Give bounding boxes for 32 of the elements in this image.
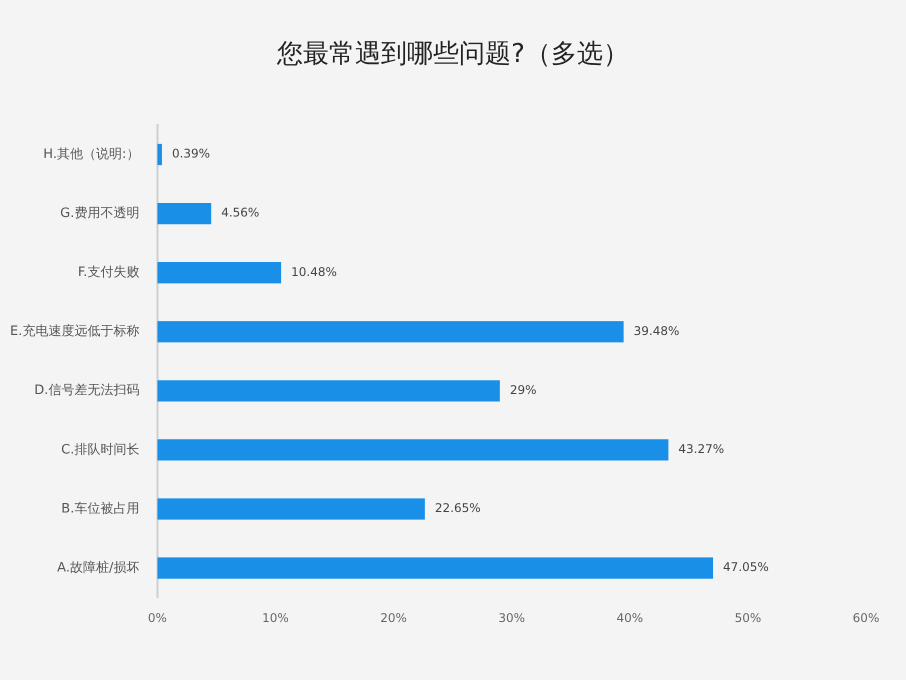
y-tick-label: G.费用不透明: [60, 206, 140, 221]
bar: [157, 202, 212, 224]
y-tick-label: E.充电速度远低于标称: [10, 323, 140, 340]
bar: [157, 498, 425, 520]
y-tick-label: B.车位被占用: [61, 501, 140, 516]
y-tick-label: F.支付失败: [78, 265, 140, 280]
data-label: 22.65%: [434, 501, 481, 516]
data-label: 47.05%: [723, 560, 769, 574]
y-tick-label: H.其他（说明:）: [43, 146, 140, 162]
bar: [157, 439, 668, 461]
bar: [157, 321, 624, 342]
data-label: 4.56%: [221, 206, 260, 220]
x-tick-label: 10%: [262, 610, 289, 625]
bar: [157, 262, 282, 284]
y-tick-label: D.信号差无法扫码: [34, 383, 140, 398]
x-tick-label: 30%: [498, 610, 526, 625]
data-label: 29%: [510, 382, 537, 397]
x-tick-label: 20%: [380, 610, 407, 625]
chart-title: 您最常遇到哪些问题?（多选）: [276, 38, 630, 71]
bar: [157, 380, 500, 402]
data-label: 43.27%: [678, 442, 724, 456]
y-tick-label: A.故障桩/损坏: [57, 560, 140, 576]
x-tick-label: 0%: [148, 610, 167, 625]
y-tick-label: C.排队时间长: [61, 442, 140, 458]
bar: [157, 557, 714, 579]
data-label: 10.48%: [291, 264, 337, 279]
x-tick-label: 50%: [734, 610, 762, 625]
x-tick-label: 60%: [852, 610, 880, 625]
x-tick-label: 40%: [616, 610, 644, 625]
bar: [157, 144, 162, 166]
data-label: 0.39%: [172, 146, 210, 161]
data-label: 39.48%: [634, 324, 680, 338]
